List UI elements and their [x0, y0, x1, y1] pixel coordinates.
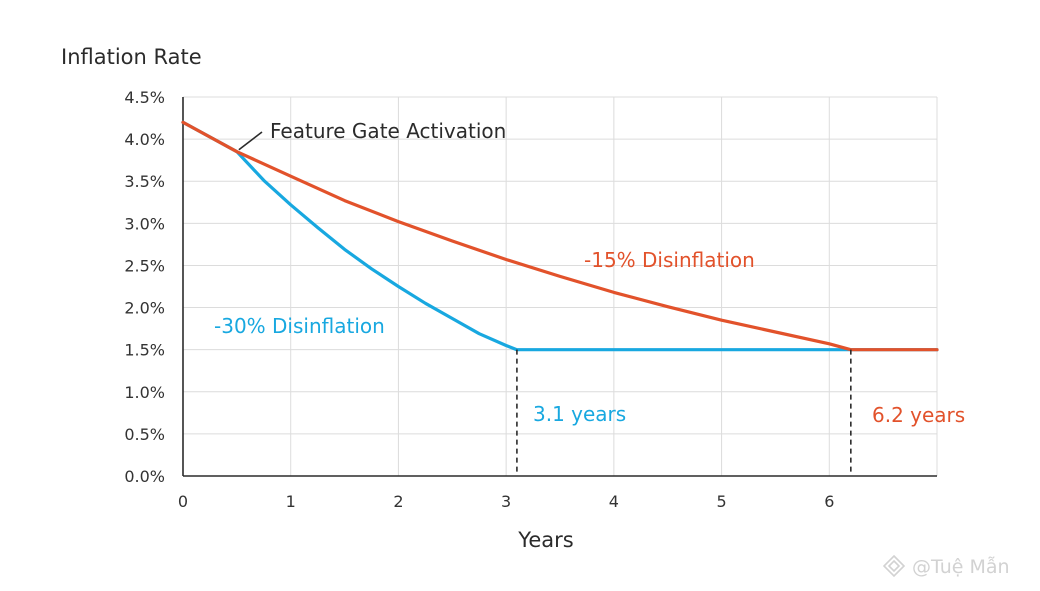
year-markers	[516, 349, 852, 476]
y-tick-label: 2.0%	[124, 299, 165, 318]
series-line	[181, 120, 939, 352]
y-tick-label: 0.5%	[124, 425, 165, 444]
y-tick-label: 3.5%	[124, 172, 165, 191]
x-tick-label: 6	[824, 492, 834, 511]
marker-6-2-years-label: 6.2 years	[872, 403, 965, 427]
tick-labels: 0.0% 0.5% 1.0% 1.5% 2.0% 2.5% 3.0% 3.5% 4.0% 4.5%…	[124, 88, 834, 511]
x-tick-label: 0	[178, 492, 188, 511]
binance-logo-icon	[882, 554, 906, 578]
watermark-text: @Tuệ Mẫn	[912, 555, 1010, 578]
y-tick-label: 1.0%	[124, 383, 165, 402]
y-tick-label: 2.5%	[124, 256, 165, 275]
x-tick-label: 4	[609, 492, 619, 511]
x-tick-label: 2	[393, 492, 403, 511]
x-tick-label: 1	[286, 492, 296, 511]
series-line	[181, 120, 939, 352]
y-tick-label: 0.0%	[124, 467, 165, 486]
feature-gate-leader-line	[238, 131, 263, 151]
grid-lines	[183, 96, 938, 476]
disinflation-15-label: -15% Disinflation	[584, 248, 755, 272]
y-tick-label: 4.0%	[124, 130, 165, 149]
y-tick-label: 3.0%	[124, 214, 165, 233]
axes	[182, 97, 937, 477]
x-axis-label: Years	[517, 528, 573, 552]
x-tick-label: 5	[716, 492, 726, 511]
disinflation-30-label: -30% Disinflation	[214, 314, 385, 338]
series-lines	[181, 120, 939, 352]
x-tick-label: 3	[501, 492, 511, 511]
watermark: @Tuệ Mẫn	[882, 554, 1010, 578]
y-tick-label: 1.5%	[124, 341, 165, 360]
y-axis-label: Inflation Rate	[61, 45, 202, 69]
marker-3-1-years-label: 3.1 years	[533, 402, 626, 426]
y-tick-label: 4.5%	[124, 88, 165, 107]
feature-gate-annotation: Feature Gate Activation	[270, 119, 506, 143]
